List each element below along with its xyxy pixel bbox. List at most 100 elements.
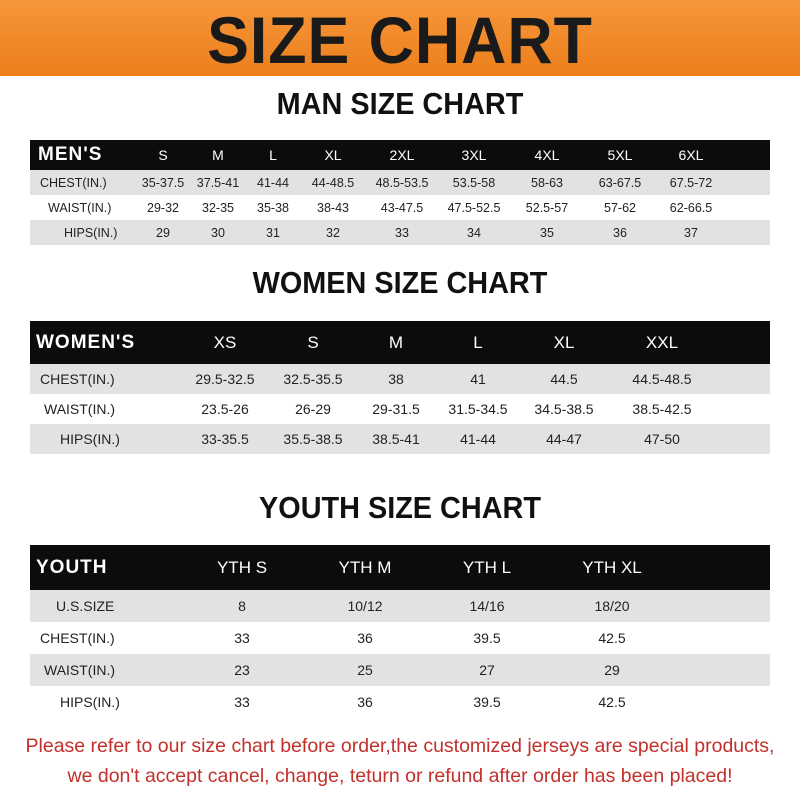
footer-notice-line-1: Please refer to our size chart before or… [25,735,775,757]
table-cell: 32-35 [202,200,234,215]
table-row: HIPS(IN.) 33-35.5 35.5-38.5 38.5-41 41-44 44-… [30,424,770,454]
table-cell: 53.5-58 [452,175,496,190]
banner-title: SIZE CHART [207,3,593,77]
table-cell: 37.5-41 [196,175,240,190]
table-cell: 43-47.5 [380,200,424,215]
table-cell: 29-32 [147,200,179,215]
men-section-title: MAN SIZE CHART [276,86,524,121]
row-label: CHEST(IN.) [40,630,115,646]
size-header: L [269,147,277,163]
banner: SIZE CHART [0,0,800,77]
table-row: WAIST(IN.) 29-32 32-35 35-38 38-43 43-47.5 47.… [30,195,770,220]
size-header: YTH M [338,557,392,577]
size-header: 6XL [678,147,704,163]
size-header: 5XL [607,147,633,163]
men-size-table: MEN'S S M L XL 2XL 3XL 4XL 5XL 6XL CHEST(IN.) 35-37… [30,140,770,245]
table-cell: 38.5-41 [372,431,420,447]
table-cell: 35-37.5 [141,175,185,190]
table-cell: 27 [479,662,495,678]
table-cell: 18/20 [594,598,630,614]
table-row: CHEST(IN.) 29.5-32.5 32.5-35.5 38 41 44.5 44.5… [30,364,770,394]
table-cell: 31 [266,225,280,240]
table-cell: 34.5-38.5 [534,401,594,417]
table-cell: 42.5 [598,694,626,710]
table-cell: 33 [234,630,250,646]
table-row: HIPS(IN.) 29 30 31 32 33 34 35 36 37 [30,220,770,245]
table-header-label: WOMEN'S [36,331,136,353]
row-label: HIPS(IN.) [64,225,118,240]
table-cell: 47-50 [644,431,680,447]
size-header: S [158,147,168,163]
size-header: S [307,332,319,352]
table-cell: 29-31.5 [372,401,420,417]
size-header: YTH S [216,557,268,577]
table-cell: 52.5-57 [525,200,569,215]
table-cell: 38 [388,371,404,387]
table-cell: 32 [326,225,340,240]
table-row: HIPS(IN.) 33 36 39.5 42.5 [30,686,770,718]
size-header: YTH L [462,557,512,577]
table-cell: 33 [395,225,409,240]
table-cell: 44.5 [550,371,578,387]
table-cell: 47.5-52.5 [447,200,501,215]
table-cell: 34 [467,225,481,240]
table-cell: 30 [211,225,225,240]
table-header-row: WOMEN'S XS S M L XL XXL [30,321,770,364]
table-cell: 57-62 [604,200,636,215]
table-cell: 44-47 [546,431,582,447]
table-cell: 23.5-26 [201,401,249,417]
table-row: WAIST(IN.) 23.5-26 26-29 29-31.5 31.5-34.5 34… [30,394,770,424]
size-header: L [473,332,483,352]
row-label: U.S.SIZE [56,598,115,614]
table-cell: 38.5-42.5 [632,401,692,417]
row-label: HIPS(IN.) [60,694,120,710]
table-cell: 23 [234,662,250,678]
size-header: 3XL [461,147,487,163]
table-cell: 38-43 [317,200,349,215]
table-cell: 35 [540,225,554,240]
row-label: WAIST(IN.) [48,200,112,215]
row-label: CHEST(IN.) [40,371,115,387]
table-cell: 29 [156,225,170,240]
footer-notice-line-2: we don't accept cancel, change, teturn o… [67,765,733,787]
table-cell: 33 [234,694,250,710]
size-header: 2XL [389,147,415,163]
table-cell: 31.5-34.5 [448,401,508,417]
table-cell: 35.5-38.5 [283,431,343,447]
table-row: CHEST(IN.) 35-37.5 37.5-41 41-44 44-48.5 48.5… [30,170,770,195]
table-cell: 10/12 [347,598,383,614]
table-row: WAIST(IN.) 23 25 27 29 [30,654,770,686]
table-cell: 41-44 [460,431,496,447]
row-label: HIPS(IN.) [60,431,120,447]
table-header-row: MEN'S S M L XL 2XL 3XL 4XL 5XL 6XL [30,140,770,170]
table-header-row: YOUTH YTH S YTH M YTH L YTH XL [30,545,770,590]
table-cell: 29 [604,662,620,678]
table-cell: 36 [357,694,373,710]
row-label: WAIST(IN.) [44,401,116,417]
table-cell: 8 [238,598,246,614]
youth-size-table: YOUTH YTH S YTH M YTH L YTH XL U.S.SIZE 8 10/12… [30,545,770,718]
table-cell: 33-35.5 [201,431,249,447]
row-label: CHEST(IN.) [40,175,107,190]
size-header: 4XL [534,147,560,163]
table-cell: 48.5-53.5 [375,175,429,190]
table-cell: 39.5 [473,630,501,646]
size-header: M [388,332,404,352]
table-row: CHEST(IN.) 33 36 39.5 42.5 [30,622,770,654]
table-cell: 67.5-72 [669,175,713,190]
table-header-label: MEN'S [38,144,103,165]
size-header: M [212,147,224,163]
table-cell: 58-63 [531,175,563,190]
size-header: XL [553,332,575,352]
table-header-label: YOUTH [36,556,108,578]
women-size-table: WOMEN'S XS S M L XL XXL CHEST(IN.) 29.5-32.5 32.5… [30,321,770,454]
table-cell: 44.5-48.5 [632,371,692,387]
table-cell: 14/16 [469,598,505,614]
table-cell: 41-44 [257,175,289,190]
table-cell: 35-38 [257,200,289,215]
table-cell: 62-66.5 [669,200,713,215]
table-cell: 29.5-32.5 [195,371,255,387]
table-cell: 44-48.5 [311,175,355,190]
table-cell: 63-67.5 [598,175,642,190]
table-cell: 42.5 [598,630,626,646]
